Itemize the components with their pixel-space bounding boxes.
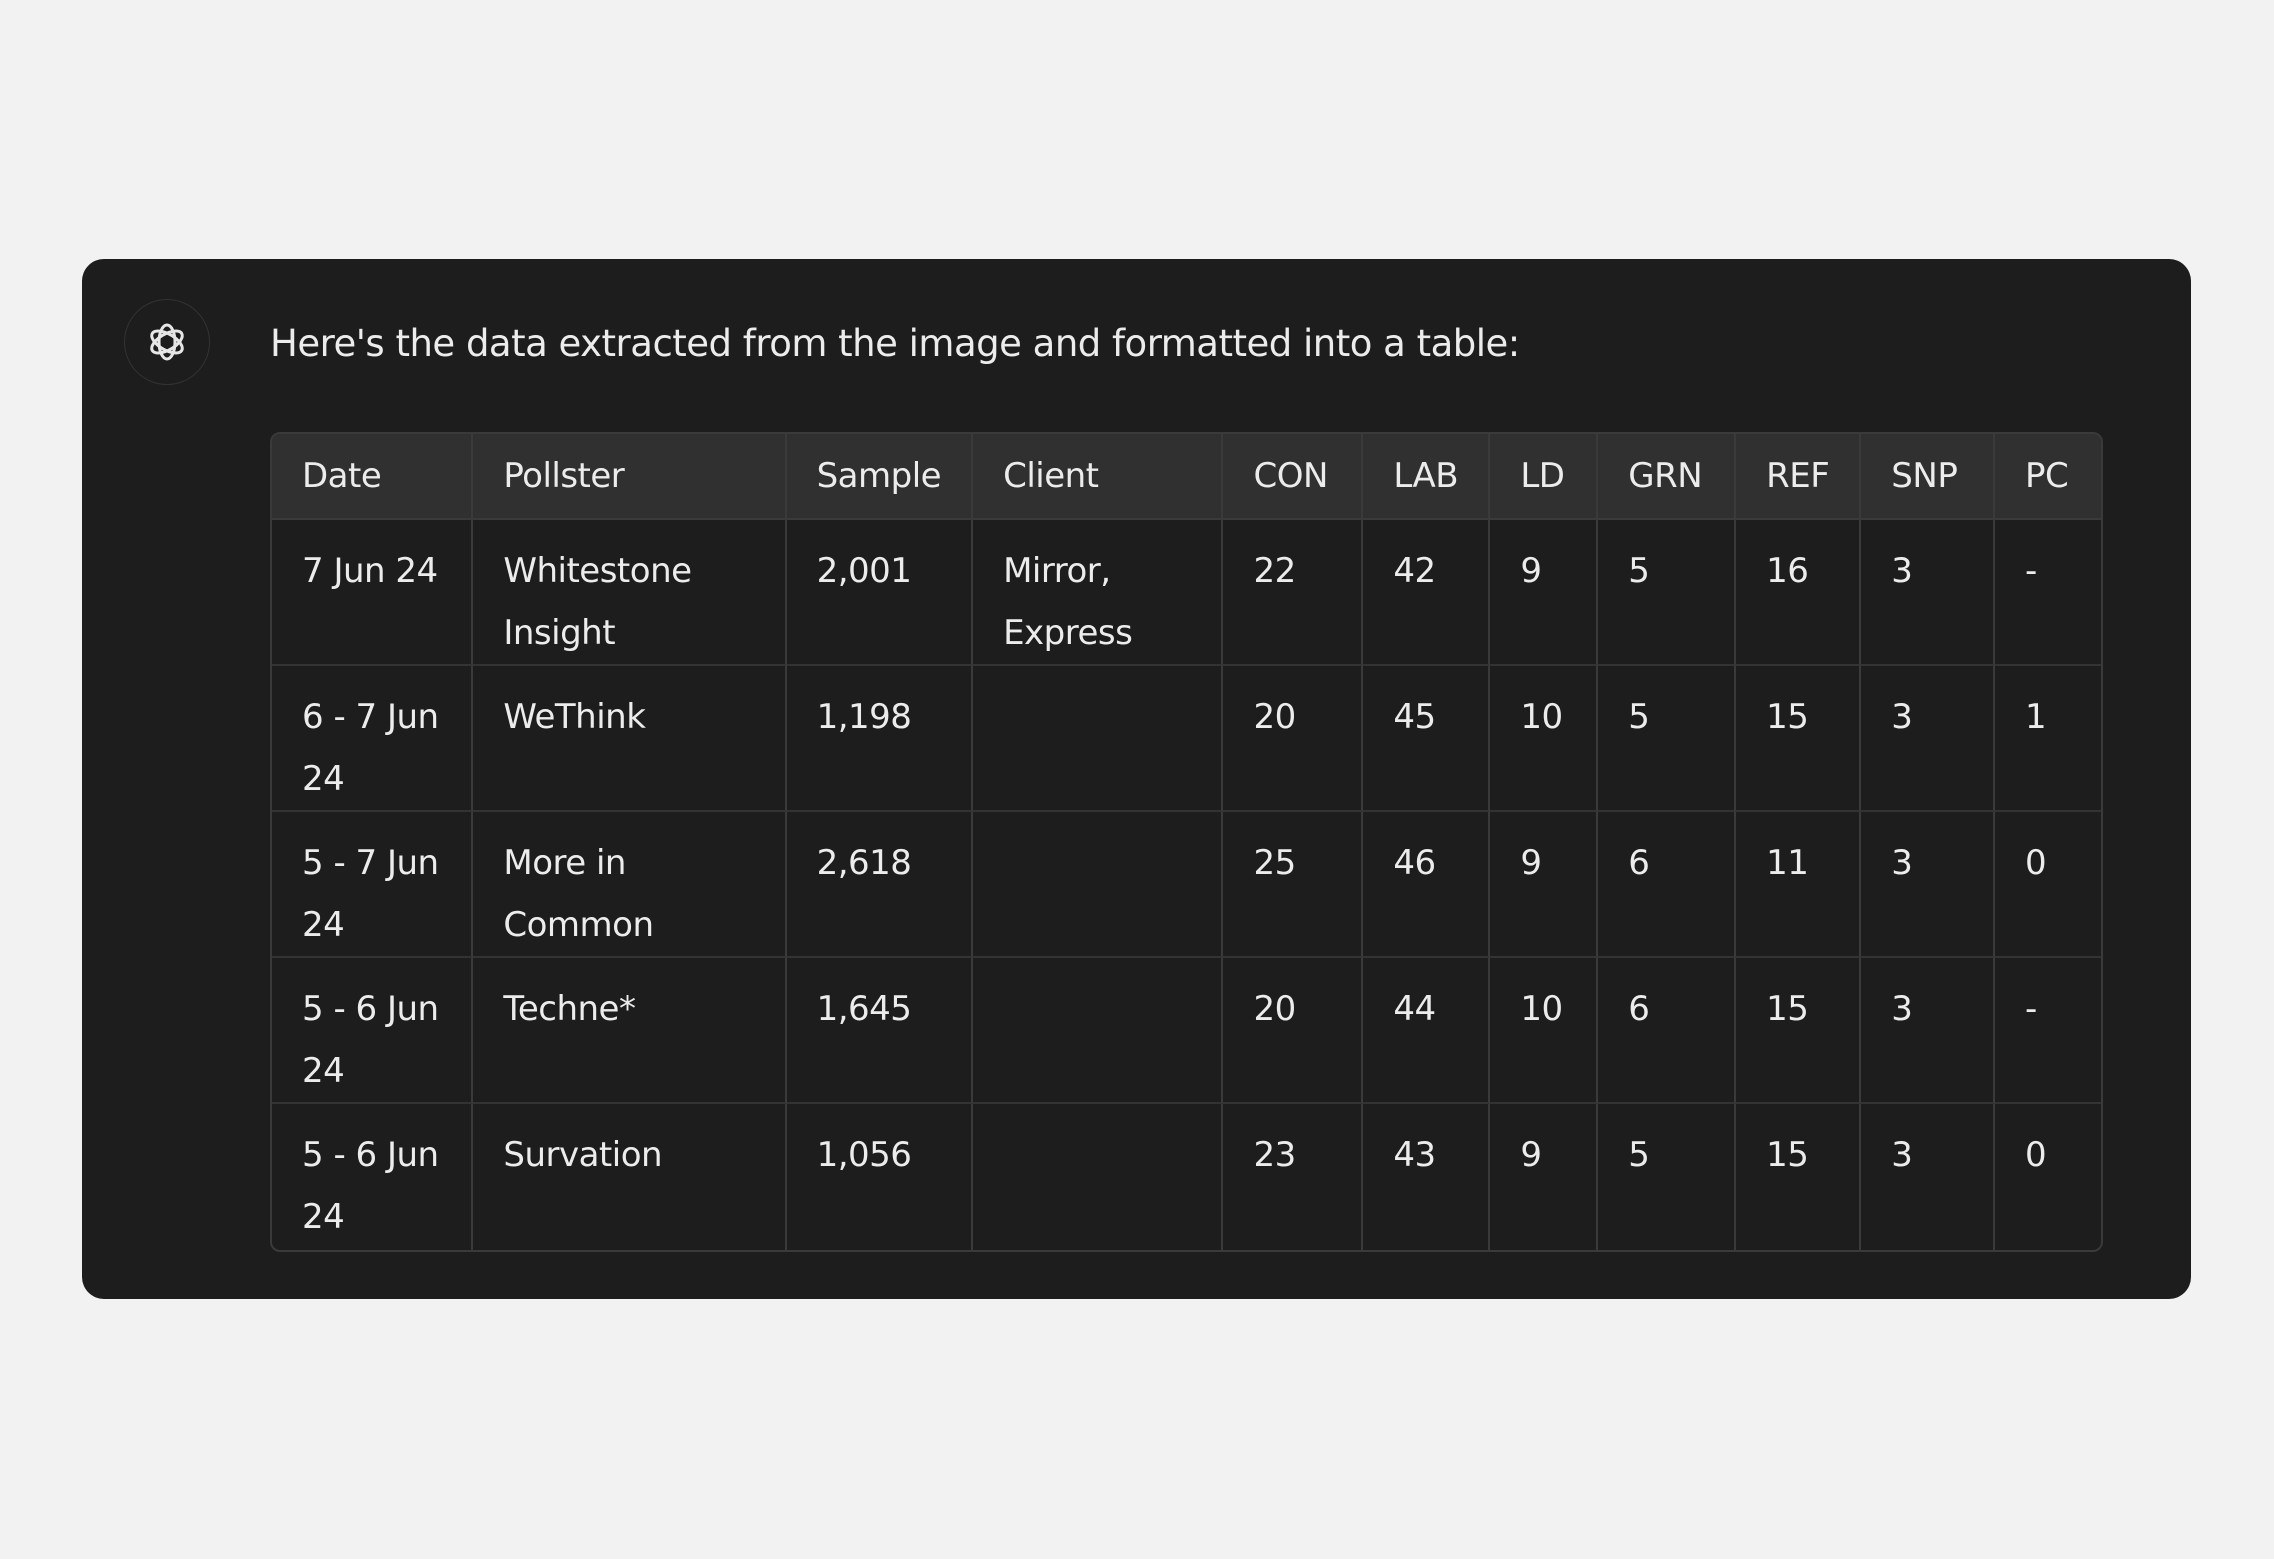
cell-lab: 42	[1363, 520, 1491, 666]
table-header-row: Date Pollster Sample Client CON LAB LD GRN REF SN…	[272, 434, 2101, 520]
column-header-date: Date	[272, 434, 474, 520]
cell-lab: 44	[1363, 958, 1491, 1104]
cell-pollster: Whitestone Insight	[473, 520, 787, 666]
assistant-message-text: Here's the data extracted from the image…	[270, 322, 1520, 365]
column-header-pollster: Pollster	[473, 434, 787, 520]
cell-ld: 9	[1490, 520, 1599, 666]
cell-snp: 3	[1861, 520, 1996, 666]
cell-grn: 5	[1598, 1104, 1737, 1250]
cell-pc: -	[1995, 520, 2101, 666]
cell-snp: 3	[1861, 812, 1996, 958]
cell-sample: 1,645	[786, 958, 974, 1104]
cell-snp: 3	[1861, 1104, 1996, 1250]
poll-table: Date Pollster Sample Client CON LAB LD GRN REF SN…	[270, 432, 2103, 1252]
cell-ref: 15	[1736, 666, 1862, 812]
cell-pollster: WeThink	[473, 666, 787, 812]
cell-ref: 15	[1736, 1104, 1862, 1250]
cell-ld: 9	[1490, 1104, 1599, 1250]
cell-snp: 3	[1861, 958, 1996, 1104]
cell-date: 7 Jun 24	[272, 520, 474, 666]
column-header-sample: Sample	[786, 434, 974, 520]
cell-client	[973, 1104, 1224, 1250]
cell-grn: 6	[1598, 958, 1737, 1104]
cell-date: 5 - 7 Jun 24	[272, 812, 474, 958]
assistant-avatar	[124, 299, 210, 385]
cell-client	[973, 666, 1224, 812]
cell-pc: 1	[1995, 666, 2101, 812]
cell-sample: 2,618	[786, 812, 974, 958]
cell-snp: 3	[1861, 666, 1996, 812]
column-header-snp: SNP	[1861, 434, 1996, 520]
cell-pollster: Techne*	[473, 958, 787, 1104]
table-row: 5 - 7 Jun 24 More in Common 2,618 25 46 9 6 11 3…	[272, 812, 2101, 958]
column-header-grn: GRN	[1598, 434, 1737, 520]
cell-lab: 45	[1363, 666, 1491, 812]
cell-ld: 9	[1490, 812, 1599, 958]
cell-date: 6 - 7 Jun 24	[272, 666, 474, 812]
column-header-ref: REF	[1736, 434, 1862, 520]
cell-client: Mirror, Express	[973, 520, 1224, 666]
cell-con: 20	[1223, 958, 1364, 1104]
column-header-client: Client	[973, 434, 1224, 520]
openai-logo-icon	[150, 323, 184, 361]
cell-client	[973, 812, 1224, 958]
cell-sample: 1,198	[786, 666, 974, 812]
cell-date: 5 - 6 Jun 24	[272, 958, 474, 1104]
column-header-con: CON	[1223, 434, 1364, 520]
cell-ld: 10	[1490, 666, 1599, 812]
cell-date: 5 - 6 Jun 24	[272, 1104, 474, 1250]
cell-ref: 16	[1736, 520, 1862, 666]
column-header-lab: LAB	[1363, 434, 1491, 520]
cell-ref: 15	[1736, 958, 1862, 1104]
cell-grn: 5	[1598, 520, 1737, 666]
cell-con: 23	[1223, 1104, 1364, 1250]
table-row: 6 - 7 Jun 24 WeThink 1,198 20 45 10 5 15 3 1	[272, 666, 2101, 812]
cell-pc: 0	[2025, 1135, 2047, 1175]
cell-con: 22	[1223, 520, 1364, 666]
cell-ld: 10	[1490, 958, 1599, 1104]
cell-pollster: Survation	[473, 1104, 787, 1250]
cell-con: 25	[1223, 812, 1364, 958]
column-header-pc: PC	[1995, 434, 2101, 520]
cell-pc: -	[1995, 958, 2101, 1104]
cell-grn: 5	[1598, 666, 1737, 812]
cell-client	[973, 958, 1224, 1104]
cell-lab: 43	[1363, 1104, 1491, 1250]
cell-con: 20	[1223, 666, 1364, 812]
cell-ref: 11	[1736, 812, 1862, 958]
cell-pc: 0	[1995, 812, 2101, 958]
cell-sample: 1,056	[787, 1104, 974, 1250]
table-row: 5 - 6 Jun 24 Survation 1,056 23 43 9 5 15 3 0	[272, 1104, 2101, 1250]
column-header-ld: LD	[1490, 434, 1599, 520]
table-row: 5 - 6 Jun 24 Techne* 1,645 20 44 10 6 15 3-	[272, 958, 2101, 1104]
cell-grn: 6	[1598, 812, 1737, 958]
table-row: 7 Jun 24 Whitestone Insight 2,001 Mirror, E…	[272, 520, 2101, 666]
cell-pollster: More in Common	[473, 812, 787, 958]
cell-lab: 46	[1363, 812, 1491, 958]
cell-sample: 2,001	[786, 520, 974, 666]
